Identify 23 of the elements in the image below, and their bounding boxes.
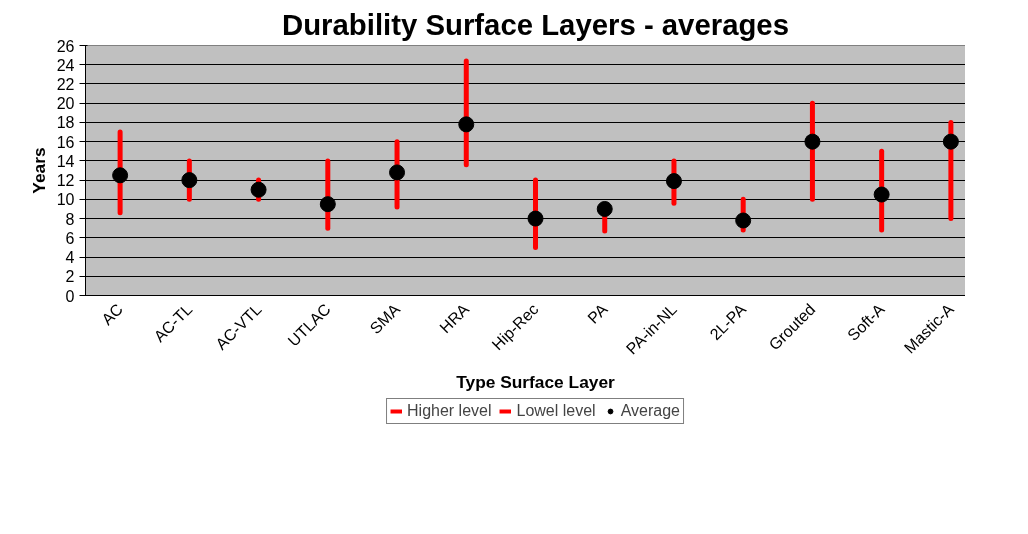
y-tick-label: 12 [56, 172, 75, 190]
x-tick-label: PA [584, 300, 611, 327]
legend-label: Lowel level [516, 402, 596, 420]
y-tick-label: 26 [56, 37, 75, 55]
y-tick-label: 14 [56, 152, 75, 170]
y-tick-label: 0 [65, 287, 75, 305]
x-tick-label: HRA [436, 300, 473, 337]
y-tick-label: 22 [56, 75, 75, 93]
y-axis-title: Years [28, 147, 49, 194]
y-tick-label: 18 [56, 114, 75, 132]
y-tick-label: 8 [65, 210, 75, 228]
y-tick-label: 2 [65, 268, 75, 286]
y-tick-label: 24 [56, 56, 75, 74]
legend-label: Average [620, 402, 680, 420]
y-tick-label: 4 [65, 249, 75, 267]
legend-label: Higher level [407, 402, 492, 420]
y-tick-label: 20 [56, 95, 75, 113]
x-axis-title: Type Surface Layer [456, 371, 616, 392]
y-tick-label: 10 [56, 191, 75, 209]
y-tick-label: 16 [56, 133, 75, 151]
x-tick-label: AC [98, 300, 127, 329]
y-tick-label: 6 [65, 229, 75, 247]
chart-title: Durability Surface Layers - averages [282, 7, 789, 41]
